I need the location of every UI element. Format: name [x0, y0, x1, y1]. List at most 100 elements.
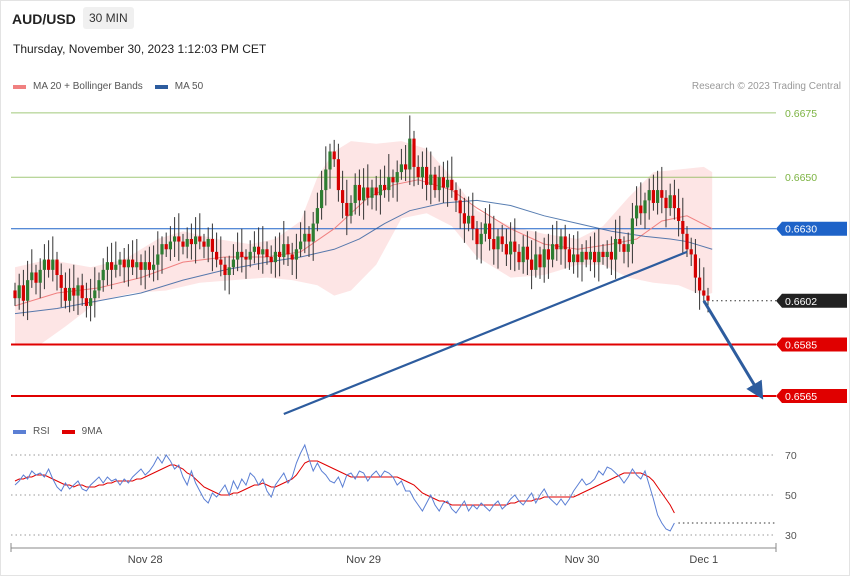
candle-body [177, 236, 181, 242]
candle-body [47, 259, 51, 270]
candle-body [630, 218, 634, 245]
candle-body [244, 257, 248, 260]
candle-body [84, 298, 88, 306]
support-price-label: 0.6585 [785, 340, 817, 352]
rsi-legend-swatch [13, 429, 26, 434]
candle-body [227, 267, 231, 276]
candle-body [345, 202, 349, 216]
candle-body [324, 169, 328, 191]
support-price-tag [776, 388, 847, 403]
candle-body [185, 238, 189, 247]
candle-body [131, 259, 135, 268]
candle-body [160, 244, 164, 255]
rsi-tick-label: 30 [785, 530, 797, 542]
candle-body [320, 190, 324, 209]
resistance-price-label: 0.6650 [785, 172, 817, 184]
candle-body [219, 259, 223, 265]
candle-body [311, 223, 315, 242]
candle-body [374, 187, 378, 196]
candle-body [152, 264, 156, 270]
candle-body [580, 251, 584, 263]
candle-body [341, 190, 345, 203]
candle-body [93, 290, 97, 299]
rsi-tick-label: 70 [785, 450, 797, 462]
candle-body [97, 280, 101, 291]
support-price-label: 0.6565 [785, 391, 817, 403]
candle-body [68, 287, 72, 301]
candle-body [681, 220, 685, 234]
candle-body [118, 259, 122, 265]
candle-body [454, 190, 458, 201]
symbol-title: AUD/USD [12, 11, 76, 27]
candle-body [181, 241, 185, 247]
candle-body [30, 272, 34, 281]
candle-body [34, 272, 38, 283]
forecast-arrow-icon [702, 299, 764, 400]
support-price-tag [776, 337, 847, 352]
candle-body [618, 238, 622, 245]
candle-body [349, 202, 353, 216]
candle-body [416, 166, 420, 178]
candle-body [639, 205, 643, 214]
candle-body [135, 262, 139, 268]
candle-body [336, 159, 340, 191]
candle-body [647, 190, 651, 201]
candle-body [38, 269, 42, 283]
candle-body [265, 249, 269, 257]
candle-body [80, 285, 84, 299]
candle-body [126, 259, 130, 268]
candle-body [563, 236, 567, 250]
timeframe-badge[interactable]: 30 MIN [83, 7, 134, 29]
candle-body [597, 251, 601, 263]
candle-body [551, 244, 555, 260]
candle-body [257, 246, 261, 255]
candle-body [252, 246, 256, 252]
candle-body [693, 254, 697, 278]
candle-body [370, 187, 374, 198]
candle-body [189, 238, 193, 245]
x-tick-label: Dec 1 [689, 554, 718, 566]
candle-body [286, 244, 290, 255]
pivot-price-label: 0.6630 [785, 224, 817, 236]
candle-body [89, 298, 93, 306]
candle-body [601, 251, 605, 257]
candle-body [59, 275, 63, 288]
candle-body [664, 197, 668, 209]
candle-body [584, 251, 588, 260]
candle-body [110, 262, 114, 270]
x-tick-label: Nov 30 [565, 554, 600, 566]
candle-body [378, 184, 382, 196]
candle-body [332, 151, 336, 160]
rsi9ma-legend-swatch [61, 429, 75, 434]
candle-body [215, 251, 219, 260]
candle-body [42, 259, 46, 270]
rsi9ma-legend-label: 9MA [81, 426, 103, 437]
candle-body [429, 174, 433, 185]
candle-body [122, 259, 126, 268]
candle-body [282, 244, 286, 257]
candle-body [420, 166, 424, 178]
candle-body [475, 228, 479, 245]
ma20-legend-label: MA 20 + Bollinger Bands [33, 81, 143, 92]
candle-body [72, 287, 76, 296]
candle-body [202, 241, 206, 247]
candle-body [13, 290, 17, 299]
candle-body [147, 262, 151, 270]
candle-body [273, 251, 277, 263]
candle-body [362, 187, 366, 201]
candle-body [622, 244, 626, 252]
candle-body [538, 254, 542, 268]
candle-body [425, 166, 429, 185]
candle-body [513, 241, 517, 252]
candle-body [303, 233, 307, 242]
candle-body [698, 277, 702, 291]
candle-body [593, 251, 597, 263]
candle-body [408, 138, 412, 170]
candle-body [605, 251, 609, 257]
candle-body [198, 236, 202, 242]
candle-body [383, 184, 387, 191]
candle-body [294, 249, 298, 260]
x-tick-label: Nov 28 [128, 554, 163, 566]
candle-body [479, 233, 483, 245]
